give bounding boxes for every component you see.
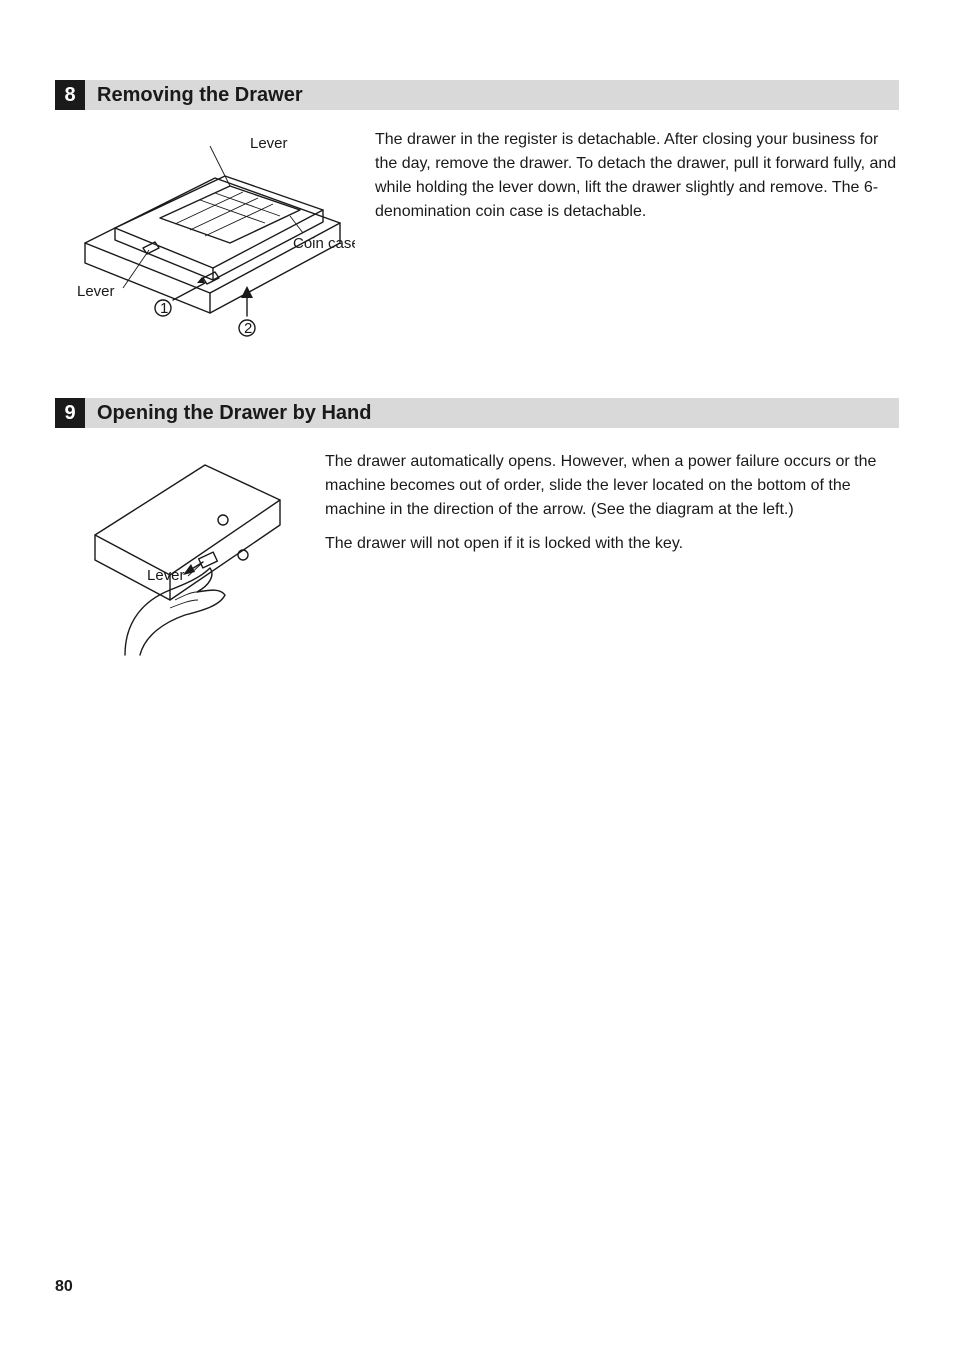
section-9-body: Lever The drawer automatically opens. Ho…	[55, 450, 899, 660]
section-8-diagram: Lever Coin case Lever 1 2	[55, 128, 355, 338]
label-lever-top: Lever	[250, 135, 288, 152]
label-lever-left: Lever	[77, 283, 115, 300]
step-2: 2	[244, 320, 252, 337]
section-8-header: 8 Removing the Drawer	[55, 80, 899, 110]
section-9-paragraph-2: The drawer will not open if it is locked…	[325, 532, 899, 556]
section-9-text: The drawer automatically opens. However,…	[325, 450, 899, 660]
section-9-number: 9	[55, 398, 85, 428]
section-8-title: Removing the Drawer	[85, 80, 303, 110]
label-coin-case: Coin case	[293, 235, 355, 252]
step-1: 1	[160, 300, 168, 317]
section-9-title: Opening the Drawer by Hand	[85, 398, 371, 428]
section-9-paragraph-1: The drawer automatically opens. However,…	[325, 450, 899, 522]
section-8-number: 8	[55, 80, 85, 110]
label-lever-9: Lever	[147, 567, 185, 584]
section-9-header: 9 Opening the Drawer by Hand	[55, 398, 899, 428]
page-number: 80	[55, 1278, 73, 1296]
section-8-text: The drawer in the register is detachable…	[375, 128, 899, 338]
section-8-paragraph: The drawer in the register is detachable…	[375, 128, 899, 224]
section-9-diagram: Lever	[55, 450, 305, 660]
section-8-body: Lever Coin case Lever 1 2 The drawer in …	[55, 128, 899, 338]
